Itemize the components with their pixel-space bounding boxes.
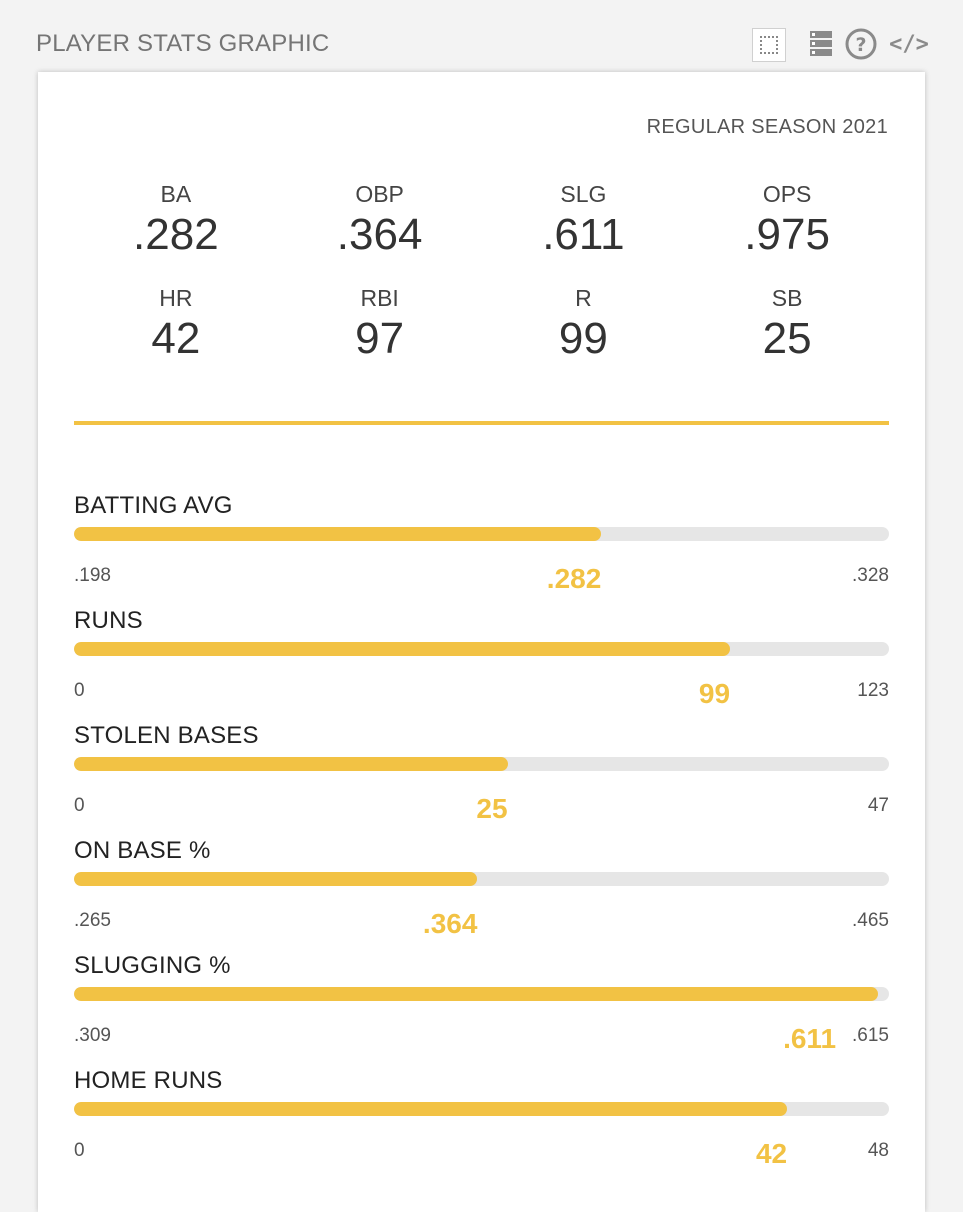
stats-summary: BA .282 OBP .364 SLG .611 OPS .975 HR 42 RBI 97 R 99 S…: [74, 180, 889, 364]
stat-label: HR: [159, 285, 193, 311]
stat-label: RBI: [360, 285, 399, 311]
stat-label: BA: [160, 181, 192, 207]
bar-fill: [74, 527, 602, 541]
stat-value: .364: [336, 210, 423, 259]
season-label: REGULAR SEASON 2021: [646, 116, 888, 138]
stat-r: R 99: [482, 284, 686, 364]
stat-obp: OBP .364: [278, 180, 482, 260]
bar-track: [74, 872, 889, 886]
bar-max: .465: [852, 910, 889, 931]
help-icon[interactable]: ?: [844, 26, 878, 62]
bar-current-value: 99: [698, 678, 731, 709]
bar-fill: [74, 757, 508, 771]
bar-max: .615: [852, 1025, 889, 1046]
stat-bar-runs: RUNS 0 123 99: [74, 605, 889, 720]
page-title: PLAYER STATS GRAPHIC: [36, 30, 330, 57]
toolbar: ? </>: [752, 26, 932, 64]
divider: [74, 421, 889, 425]
stat-bars: BATTING AVG .198 .328 .282 RUNS 0 123 99 STOLEN …: [74, 490, 889, 1180]
stat-hr: HR 42: [74, 284, 278, 364]
bar-fill: [74, 872, 478, 886]
stat-ba: BA .282: [74, 180, 278, 260]
stat-value: .611: [542, 210, 625, 259]
stat-value: 42: [151, 314, 201, 363]
stat-bar-stolen-bases: STOLEN BASES 0 47 25: [74, 720, 889, 835]
stat-slg: SLG .611: [482, 180, 686, 260]
stat-rbi: RBI 97: [278, 284, 482, 364]
bar-fill: [74, 642, 731, 656]
bar-max: .328: [852, 565, 889, 586]
bar-max: 47: [867, 795, 889, 816]
bar-label: RUNS: [74, 607, 143, 634]
bar-track: [74, 987, 889, 1001]
stat-value: 99: [558, 314, 608, 363]
svg-text:?: ?: [855, 34, 866, 56]
bar-track: [74, 642, 889, 656]
bar-track: [74, 527, 889, 541]
bar-min: .265: [74, 910, 111, 931]
bar-min: 0: [74, 1140, 85, 1161]
bar-current-value: .282: [546, 563, 602, 594]
bar-label: ON BASE %: [74, 837, 211, 864]
stat-value: 97: [355, 314, 405, 363]
bar-min: .198: [74, 565, 111, 586]
stat-bar-slugging: SLUGGING % .309 .615 .611: [74, 950, 889, 1065]
bar-track: [74, 1102, 889, 1116]
stat-label: SB: [771, 285, 803, 311]
bar-min: 0: [74, 680, 85, 701]
stat-label: R: [575, 285, 592, 311]
stat-label: SLG: [560, 181, 607, 207]
stat-ops: OPS .975: [685, 180, 889, 260]
stat-sb: SB 25: [685, 284, 889, 364]
stat-value: 25: [762, 314, 812, 363]
bar-current-value: 42: [755, 1138, 788, 1169]
bar-label: HOME RUNS: [74, 1067, 223, 1094]
stack-icon[interactable]: [808, 26, 834, 62]
stat-bar-home-runs: HOME RUNS 0 48 42: [74, 1065, 889, 1180]
bar-fill: [74, 1102, 788, 1116]
stat-label: OBP: [355, 181, 404, 207]
bar-current-value: .364: [422, 908, 478, 939]
stat-value: .975: [744, 210, 830, 259]
bar-max: 123: [857, 680, 889, 701]
bar-current-value: 25: [476, 793, 508, 824]
stat-value: .282: [133, 210, 219, 259]
bar-label: SLUGGING %: [74, 952, 231, 979]
stat-label: OPS: [762, 181, 812, 207]
bar-track: [74, 757, 889, 771]
bar-min: 0: [74, 795, 85, 816]
stat-bar-batting-avg: BATTING AVG .198 .328 .282: [74, 490, 889, 605]
bar-label: BATTING AVG: [74, 492, 233, 519]
code-icon[interactable]: </>: [889, 31, 929, 57]
bar-current-value: .611: [783, 1023, 837, 1054]
bar-fill: [74, 987, 879, 1001]
bar-min: .309: [74, 1025, 111, 1046]
stat-bar-on-base: ON BASE % .265 .465 .364: [74, 835, 889, 950]
frame-icon[interactable]: [752, 28, 786, 62]
bar-label: STOLEN BASES: [74, 722, 259, 749]
bar-max: 48: [867, 1140, 889, 1161]
player-stats-card: REGULAR SEASON 2021 BA .282 OBP .364 SLG .611…: [38, 72, 925, 1212]
